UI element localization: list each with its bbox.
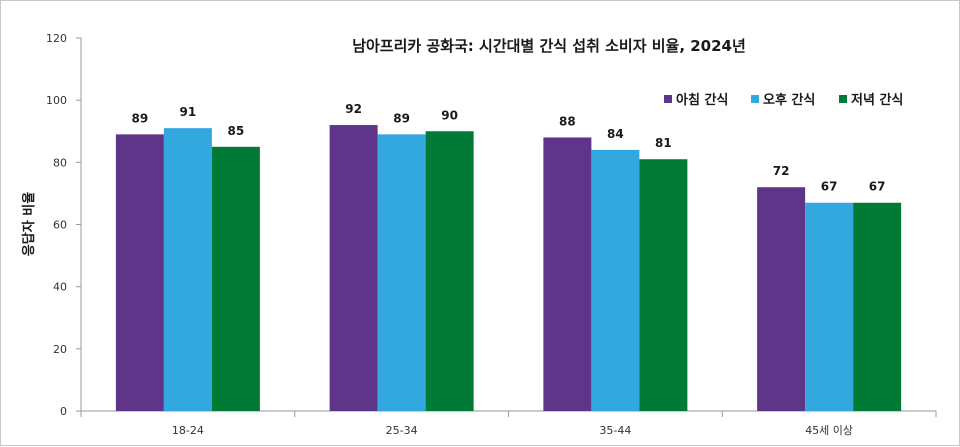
bar xyxy=(853,202,902,411)
data-label: 72 xyxy=(773,164,790,178)
bar xyxy=(329,125,378,412)
bar xyxy=(377,134,426,411)
legend: 아침 간식 오후 간식 저녁 간식 xyxy=(664,92,903,108)
chart-title: 남아프리카 공화국: 시간대별 간식 섭취 소비자 비율, 2024년 xyxy=(352,37,746,55)
bar xyxy=(591,149,640,411)
bar xyxy=(115,134,164,411)
y-tick-label: 40 xyxy=(53,281,67,294)
x-category-label: 25-34 xyxy=(386,424,418,437)
y-tick-label: 60 xyxy=(53,219,67,232)
data-label: 81 xyxy=(655,136,672,150)
x-category-label: 18-24 xyxy=(172,424,204,437)
legend-label: 저녁 간식 xyxy=(851,92,903,108)
bars-group xyxy=(115,125,902,412)
legend-label: 오후 간식 xyxy=(763,92,815,108)
legend-swatch xyxy=(664,95,672,103)
legend-swatch xyxy=(751,95,759,103)
data-label: 84 xyxy=(607,127,624,141)
y-tick-label: 100 xyxy=(46,94,67,107)
bar xyxy=(163,128,212,411)
axes: 0 20 40 60 80 100 120 18-24 25-34 35-44 45세 이상 xyxy=(46,32,937,437)
data-label: 85 xyxy=(228,124,245,138)
data-label: 89 xyxy=(393,111,410,125)
data-label: 91 xyxy=(180,105,197,119)
y-tick-label: 80 xyxy=(53,156,67,169)
x-category-label: 45세 이상 xyxy=(805,424,853,437)
y-tick-label: 120 xyxy=(46,32,67,45)
bar xyxy=(757,187,806,411)
data-label: 88 xyxy=(559,114,576,128)
data-label: 90 xyxy=(441,108,458,122)
data-label: 67 xyxy=(869,180,886,194)
legend-label: 아침 간식 xyxy=(676,92,728,108)
bar xyxy=(639,159,688,411)
legend-swatch xyxy=(839,95,847,103)
data-label: 89 xyxy=(132,111,149,125)
y-tick-label: 0 xyxy=(60,405,67,418)
data-label: 92 xyxy=(345,102,362,116)
bar xyxy=(425,131,474,411)
data-label: 67 xyxy=(821,180,838,194)
bar xyxy=(805,202,854,411)
bar xyxy=(543,137,592,411)
y-axis-label: 응답자 비율 xyxy=(21,192,37,256)
y-tick-label: 20 xyxy=(53,343,67,356)
bar xyxy=(211,146,260,411)
x-category-label: 35-44 xyxy=(599,424,631,437)
data-labels-group: 89 91 85 92 89 90 88 84 81 72 67 67 xyxy=(132,102,886,194)
